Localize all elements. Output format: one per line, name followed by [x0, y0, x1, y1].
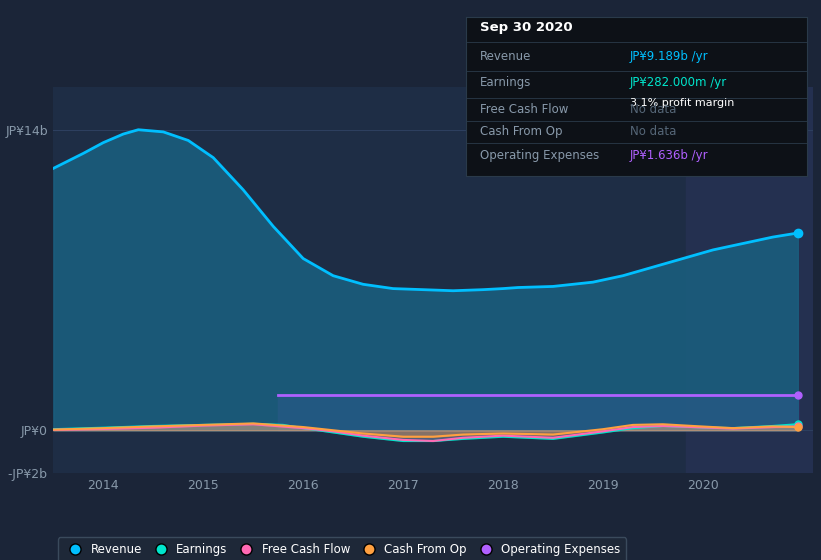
Text: JP¥1.636b /yr: JP¥1.636b /yr	[630, 149, 709, 162]
Text: No data: No data	[630, 125, 677, 138]
Legend: Revenue, Earnings, Free Cash Flow, Cash From Op, Operating Expenses: Revenue, Earnings, Free Cash Flow, Cash …	[57, 537, 626, 560]
Text: Earnings: Earnings	[480, 76, 531, 88]
Text: Sep 30 2020: Sep 30 2020	[480, 21, 572, 35]
Text: No data: No data	[630, 103, 677, 116]
Text: 3.1% profit margin: 3.1% profit margin	[630, 98, 734, 108]
Bar	[686, 87, 813, 473]
Text: Cash From Op: Cash From Op	[480, 125, 562, 138]
Text: JP¥282.000m /yr: JP¥282.000m /yr	[630, 76, 727, 88]
Text: Free Cash Flow: Free Cash Flow	[480, 103, 568, 116]
Text: Revenue: Revenue	[480, 50, 531, 63]
Text: Operating Expenses: Operating Expenses	[480, 149, 599, 162]
Text: JP¥9.189b /yr: JP¥9.189b /yr	[630, 50, 709, 63]
